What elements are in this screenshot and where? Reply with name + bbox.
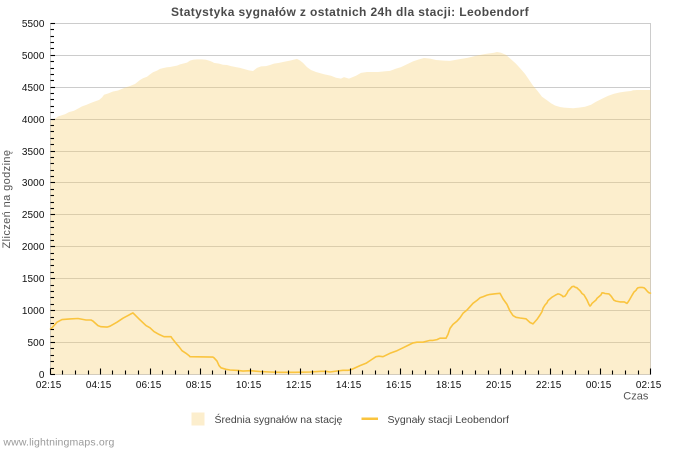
svg-text:12:15: 12:15 [286, 380, 312, 391]
svg-text:22:15: 22:15 [536, 380, 562, 391]
svg-text:08:15: 08:15 [186, 380, 212, 391]
svg-text:Średnia sygnałów na stację: Średnia sygnałów na stację [215, 413, 343, 426]
svg-text:1500: 1500 [22, 274, 45, 285]
svg-text:2000: 2000 [22, 242, 45, 253]
svg-text:06:15: 06:15 [136, 380, 162, 391]
svg-text:18:15: 18:15 [436, 380, 462, 391]
svg-text:04:15: 04:15 [86, 380, 112, 391]
svg-text:10:15: 10:15 [236, 380, 262, 391]
svg-text:0: 0 [39, 370, 45, 381]
svg-text:Zliczeń na godzinę: Zliczeń na godzinę [1, 150, 13, 249]
svg-text:Statystyka sygnałów z ostatnic: Statystyka sygnałów z ostatnich 24h dla … [171, 5, 530, 19]
svg-text:2500: 2500 [22, 210, 45, 221]
svg-text:www.lightningmaps.org: www.lightningmaps.org [2, 437, 114, 449]
svg-text:3000: 3000 [22, 178, 45, 189]
svg-text:5500: 5500 [22, 19, 45, 30]
svg-text:1000: 1000 [22, 306, 45, 317]
svg-text:02:15: 02:15 [36, 380, 62, 391]
svg-text:Sygnały stacji Leobendorf: Sygnały stacji Leobendorf [388, 414, 510, 426]
svg-text:4500: 4500 [22, 83, 45, 94]
svg-text:20:15: 20:15 [486, 380, 512, 391]
svg-text:Czas: Czas [623, 391, 649, 403]
svg-text:5000: 5000 [22, 51, 45, 62]
svg-text:4000: 4000 [22, 115, 45, 126]
svg-text:3500: 3500 [22, 147, 45, 158]
svg-text:16:15: 16:15 [386, 380, 412, 391]
svg-text:14:15: 14:15 [336, 380, 362, 391]
svg-text:500: 500 [28, 338, 45, 349]
svg-text:02:15: 02:15 [636, 380, 662, 391]
svg-text:00:15: 00:15 [586, 380, 612, 391]
